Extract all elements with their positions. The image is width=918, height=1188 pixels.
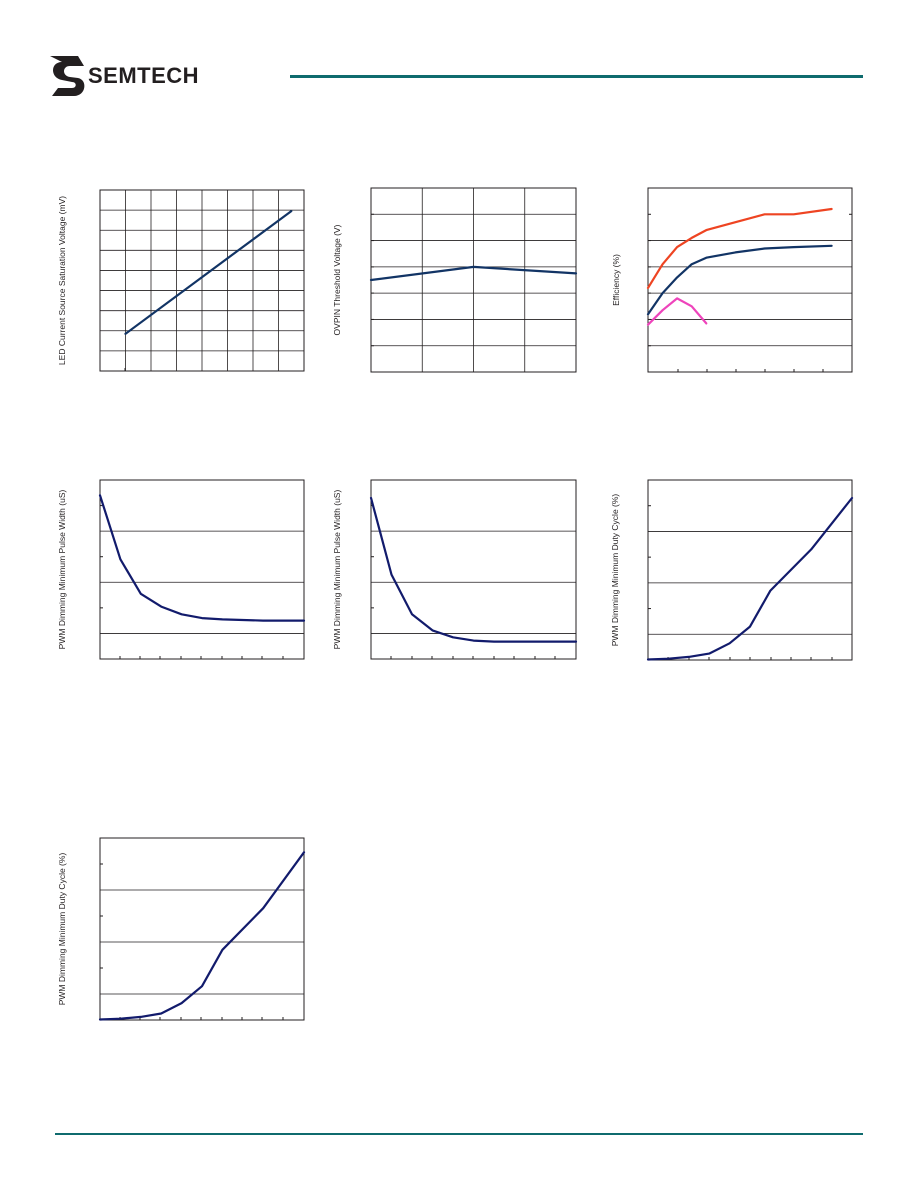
c1-series-line-0 bbox=[124, 210, 293, 335]
semtech-logo: SEMTECH bbox=[48, 50, 278, 100]
c5-plot-frame bbox=[370, 479, 577, 660]
c3-series-line-0 bbox=[646, 207, 833, 289]
c7-series-line-0 bbox=[98, 851, 306, 1021]
c2-chart: OVPIN Threshold Voltage (V) bbox=[332, 187, 578, 373]
c5-series-line-0 bbox=[369, 496, 578, 643]
c5-y-axis-label: PWM Dimming Minimum Pulse Width (uS) bbox=[332, 490, 342, 650]
header-rule bbox=[290, 75, 863, 78]
c3-chart: Efficiency (%) bbox=[611, 187, 853, 373]
c2-y-axis-label: OVPIN Threshold Voltage (V) bbox=[332, 224, 342, 335]
semtech-logo-icon bbox=[50, 56, 85, 96]
c7-y-axis-label: PWM Dimming Minimum Duty Cycle (%) bbox=[57, 853, 67, 1006]
c6-series-line-0 bbox=[646, 496, 854, 661]
c3-y-axis-label: Efficiency (%) bbox=[611, 254, 621, 306]
c2-series-line-0 bbox=[369, 265, 578, 282]
c6-y-axis-label: PWM Dimming Minimum Duty Cycle (%) bbox=[610, 494, 620, 647]
c4-series-line-0 bbox=[98, 494, 306, 622]
c3-series-line-1 bbox=[646, 244, 833, 316]
c3-plot-frame bbox=[647, 187, 853, 373]
c4-y-axis-label: PWM Dimming Minimum Pulse Width (uS) bbox=[57, 490, 67, 650]
company-name: SEMTECH bbox=[88, 63, 200, 88]
c1-chart: LED Current Source Saturation Voltage (m… bbox=[57, 189, 305, 372]
c6-chart: PWM Dimming Minimum Duty Cycle (%) bbox=[610, 479, 854, 661]
c4-plot-frame bbox=[99, 479, 305, 660]
c5-chart: PWM Dimming Minimum Pulse Width (uS) bbox=[332, 479, 578, 660]
c1-y-axis-label: LED Current Source Saturation Voltage (m… bbox=[57, 196, 67, 365]
c7-chart: PWM Dimming Minimum Duty Cycle (%) bbox=[57, 837, 306, 1021]
c6-plot-frame bbox=[647, 479, 853, 661]
c4-chart: PWM Dimming Minimum Pulse Width (uS) bbox=[57, 479, 306, 660]
c3-series-line-2 bbox=[646, 297, 708, 326]
footer-rule bbox=[55, 1133, 863, 1135]
c7-plot-frame bbox=[99, 837, 305, 1021]
